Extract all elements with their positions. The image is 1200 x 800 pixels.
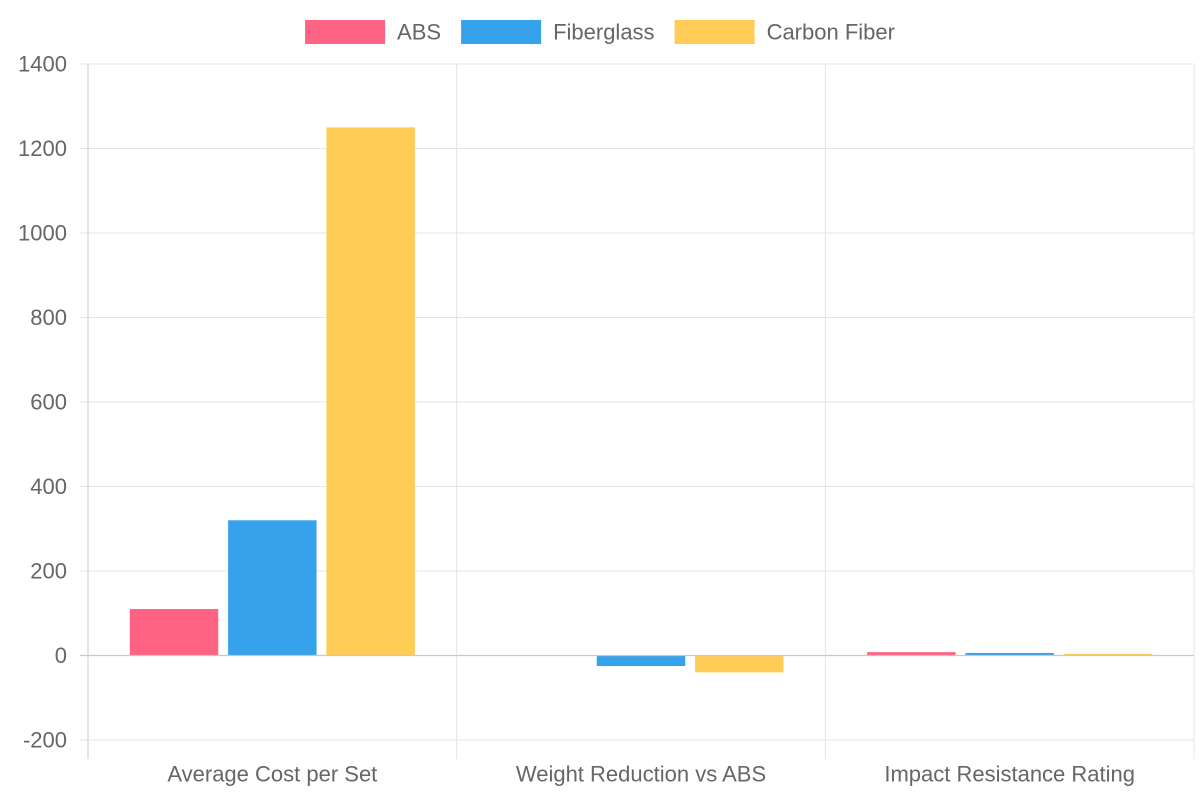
legend-item-carbon-fiber[interactable]: Carbon Fiber (674, 20, 895, 45)
y-tick-label: 1400 (18, 52, 67, 77)
x-tick-label: Impact Resistance Rating (884, 762, 1135, 787)
legend-label: Fiberglass (553, 20, 654, 45)
legend-swatch (305, 20, 386, 44)
bar-fiberglass[interactable] (228, 520, 317, 656)
x-axis-ticks: Average Cost per Set Weight Reduction vs … (167, 762, 1135, 787)
legend-item-fiberglass[interactable]: Fiberglass (461, 20, 655, 45)
y-tick-label: 800 (30, 305, 67, 330)
bar-carbon-fiber[interactable] (1063, 653, 1153, 656)
y-axis-ticks: -200 0 200 400 600 800 1000 1200 1400 (18, 52, 67, 753)
y-tick-label: 1200 (18, 136, 67, 161)
y-tick-label: 1000 (18, 221, 67, 246)
axes (87, 64, 1194, 759)
bar-carbon-fiber[interactable] (695, 655, 784, 673)
y-tick-label: 200 (30, 559, 67, 584)
bar-fiberglass[interactable] (965, 652, 1054, 656)
bar-abs[interactable] (129, 609, 219, 656)
y-tick-label: 0 (55, 643, 67, 668)
y-tick-label: 400 (30, 474, 67, 499)
legend-label: Carbon Fiber (767, 20, 895, 45)
legend-swatch (461, 20, 542, 44)
bar-abs[interactable] (867, 652, 956, 656)
legend-item-abs[interactable]: ABS (305, 20, 441, 45)
bars (129, 127, 1153, 673)
legend-swatch (674, 20, 755, 44)
bar-fiberglass[interactable] (596, 655, 686, 667)
x-tick-label: Weight Reduction vs ABS (516, 762, 766, 787)
bar-carbon-fiber[interactable] (326, 127, 415, 656)
legend[interactable]: ABS Fiberglass Carbon Fiber (305, 20, 895, 45)
y-tick-label: -200 (23, 728, 67, 753)
x-tick-label: Average Cost per Set (167, 762, 377, 787)
y-tick-label: 600 (30, 390, 67, 415)
legend-label: ABS (397, 20, 441, 45)
